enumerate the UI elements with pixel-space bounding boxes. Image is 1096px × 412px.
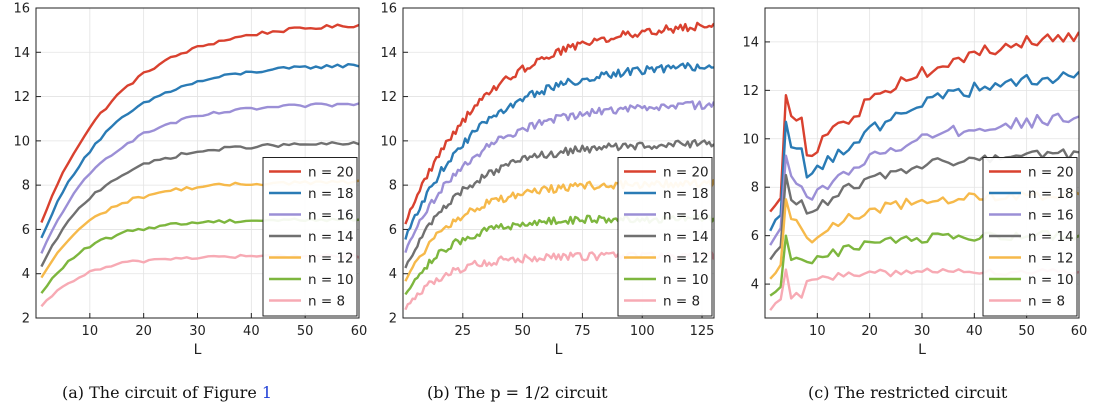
x-tick-label: 20 — [861, 324, 878, 339]
legend-label: n = 8 — [1028, 294, 1065, 310]
x-tick-label: 60 — [351, 324, 368, 339]
series-line-16 — [769, 112, 1079, 246]
series-line-18 — [769, 70, 1079, 232]
x-tick-label: 40 — [966, 324, 983, 339]
legend-label: n = 18 — [308, 186, 354, 202]
legend: n = 20 n = 18 n = 16 n = 14 n = 12 n = 10 n = … — [617, 157, 713, 317]
y-tick-label: 16 — [13, 2, 30, 17]
series-line-20 — [40, 23, 359, 223]
legend-label: n = 20 — [663, 165, 709, 181]
x-axis-label: L — [918, 342, 926, 358]
chart-panel-c: 10 20 30 40 50 60 4 6 8 10 12 14 Ln = 20 n = 18 n = 16… — [742, 7, 1088, 358]
y-tick-label: 16 — [380, 2, 397, 17]
series-line-18 — [40, 63, 359, 239]
series-line-20 — [404, 21, 714, 225]
caption-b: (b) The p = 1/2 circuit — [427, 383, 608, 402]
legend-label: n = 10 — [308, 272, 354, 288]
x-tick-label: 40 — [243, 324, 260, 339]
y-tick-label: 10 — [13, 134, 30, 149]
x-tick-label: 30 — [914, 324, 931, 339]
y-tick-label: 2 — [389, 312, 397, 327]
legend-label: n = 18 — [1028, 186, 1074, 202]
y-tick-label: 10 — [742, 132, 759, 147]
legend-label: n = 14 — [308, 229, 354, 245]
legend-box — [982, 157, 1078, 317]
legend-label: n = 12 — [663, 251, 709, 267]
y-tick-label: 12 — [380, 90, 397, 105]
legend: n = 20 n = 18 n = 16 n = 14 n = 12 n = 10 n = … — [262, 157, 358, 317]
x-tick-label: 125 — [690, 324, 715, 339]
y-tick-label: 12 — [13, 90, 30, 105]
legend-label: n = 20 — [308, 165, 354, 181]
y-tick-label: 10 — [380, 134, 397, 149]
x-tick-label: 50 — [514, 324, 531, 339]
x-tick-label: 50 — [1018, 324, 1035, 339]
x-tick-label: 30 — [189, 324, 206, 339]
x-tick-label: 75 — [574, 324, 591, 339]
legend-label: n = 8 — [663, 294, 700, 310]
legend-label: n = 16 — [308, 208, 354, 224]
x-tick-label: 60 — [1071, 324, 1088, 339]
y-tick-label: 6 — [22, 223, 30, 238]
y-tick-label: 4 — [751, 278, 759, 293]
y-tick-label: 6 — [751, 229, 759, 244]
series-line-18 — [404, 62, 714, 240]
legend-label: n = 10 — [663, 272, 709, 288]
y-tick-label: 14 — [380, 46, 397, 61]
legend-label: n = 10 — [1028, 272, 1074, 288]
legend-label: n = 12 — [308, 251, 354, 267]
y-tick-label: 8 — [751, 181, 759, 196]
x-tick-label: 25 — [455, 324, 472, 339]
legend-label: n = 14 — [663, 229, 709, 245]
y-tick-label: 4 — [389, 267, 397, 282]
legend-label: n = 20 — [1028, 165, 1074, 181]
legend: n = 20 n = 18 n = 16 n = 14 n = 12 n = 10 n = … — [982, 157, 1078, 317]
x-axis-label: L — [555, 342, 563, 358]
y-tick-label: 6 — [389, 223, 397, 238]
legend-label: n = 14 — [1028, 229, 1074, 245]
series-line-16 — [40, 102, 359, 254]
y-tick-label: 12 — [742, 84, 759, 99]
legend-label: n = 12 — [1028, 251, 1074, 267]
legend-label: n = 16 — [1028, 208, 1074, 224]
legend-label: n = 16 — [663, 208, 709, 224]
y-tick-label: 14 — [742, 35, 759, 50]
caption-a: (a) The circuit of Figure 1 — [62, 383, 272, 402]
y-tick-label: 4 — [22, 267, 30, 282]
plot-frame — [402, 7, 715, 319]
x-tick-label: 10 — [82, 324, 99, 339]
caption-c: (c) The restricted circuit — [808, 383, 1008, 402]
series-line-14 — [769, 148, 1079, 261]
legend-label: n = 18 — [663, 186, 709, 202]
series-line-14 — [40, 141, 359, 268]
series-line-14 — [404, 139, 714, 269]
series-line-20 — [769, 31, 1079, 213]
x-tick-label: 50 — [297, 324, 314, 339]
y-tick-label: 8 — [389, 179, 397, 194]
x-tick-label: 10 — [809, 324, 826, 339]
y-tick-label: 2 — [22, 312, 30, 327]
legend-label: n = 8 — [308, 294, 345, 310]
y-tick-label: 8 — [22, 179, 30, 194]
series-line-16 — [404, 100, 714, 253]
x-tick-label: 20 — [135, 324, 152, 339]
x-axis-label: L — [194, 342, 202, 358]
y-tick-label: 14 — [13, 46, 30, 61]
x-tick-label: 100 — [630, 324, 655, 339]
